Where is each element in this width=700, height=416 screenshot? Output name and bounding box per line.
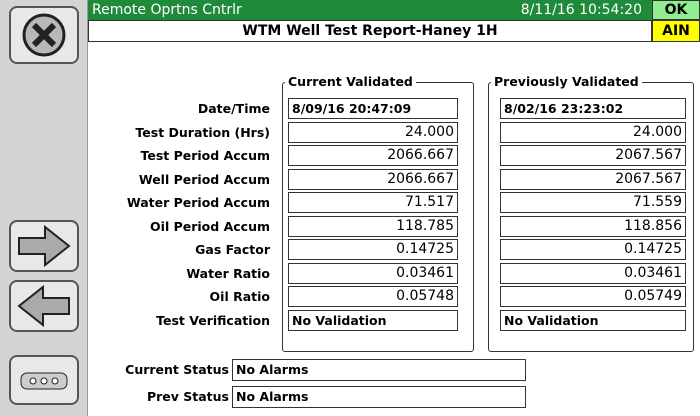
close-icon	[22, 13, 66, 57]
ok-indicator: OK	[652, 0, 700, 20]
report-title: WTM Well Test Report-Haney 1H	[88, 20, 652, 42]
status-field: No Alarms	[232, 359, 526, 381]
field-label: Water Period Accum	[126, 195, 270, 210]
app-title: Remote Oprtns Cntrlr	[92, 2, 242, 18]
more-icon	[20, 372, 68, 390]
value-field: 0.14725	[288, 239, 458, 260]
value-field: 118.785	[288, 215, 458, 237]
value-field: 2066.667	[288, 145, 458, 166]
status-field: No Alarms	[232, 386, 526, 408]
status-label: Prev Status	[146, 389, 229, 404]
next-button[interactable]	[9, 220, 79, 272]
field-label: Test Verification	[156, 312, 270, 328]
close-button[interactable]	[9, 6, 79, 64]
value-field: 2067.567	[500, 145, 686, 166]
value-field: 0.05749	[500, 286, 686, 307]
value-field: 71.559	[500, 192, 686, 213]
field-label: Test Duration (Hrs)	[135, 124, 270, 140]
title-bar: Remote Oprtns Cntrlr 8/11/16 10:54:20	[88, 0, 652, 20]
previous-button[interactable]	[9, 280, 79, 332]
field-label: Well Period Accum	[138, 171, 270, 187]
value-field: 118.856	[500, 215, 686, 237]
ain-indicator: AIN	[652, 20, 700, 42]
value-field: 71.517	[288, 192, 458, 213]
right-arrow-icon	[18, 224, 71, 268]
value-field: 24.000	[288, 121, 458, 143]
group-title: Current Validated	[285, 74, 416, 89]
group-title: Previously Validated	[491, 74, 642, 89]
field-label: Gas Factor	[195, 242, 270, 257]
field-label: Oil Ratio	[209, 289, 270, 304]
field-label: Water Ratio	[186, 265, 270, 281]
field-label: Date/Time	[197, 101, 270, 116]
value-field: 0.03461	[288, 262, 458, 284]
value-field: 2066.667	[288, 168, 458, 190]
value-field: 0.05748	[288, 286, 458, 307]
value-field: 0.14725	[500, 239, 686, 260]
status-label: Current Status	[125, 362, 229, 377]
left-arrow-icon	[17, 284, 70, 328]
more-button[interactable]	[9, 355, 79, 405]
value-field: No Validation	[288, 309, 458, 331]
value-field: 8/02/16 23:23:02	[500, 98, 686, 119]
field-label: Test Period Accum	[140, 148, 270, 163]
value-field: 24.000	[500, 121, 686, 143]
value-field: No Validation	[500, 309, 686, 331]
value-field: 8/09/16 20:47:09	[288, 98, 458, 119]
clock: 8/11/16 10:54:20	[520, 2, 642, 18]
field-label: Oil Period Accum	[150, 218, 270, 234]
sidebar	[0, 0, 88, 416]
value-field: 0.03461	[500, 262, 686, 284]
value-field: 2067.567	[500, 168, 686, 190]
